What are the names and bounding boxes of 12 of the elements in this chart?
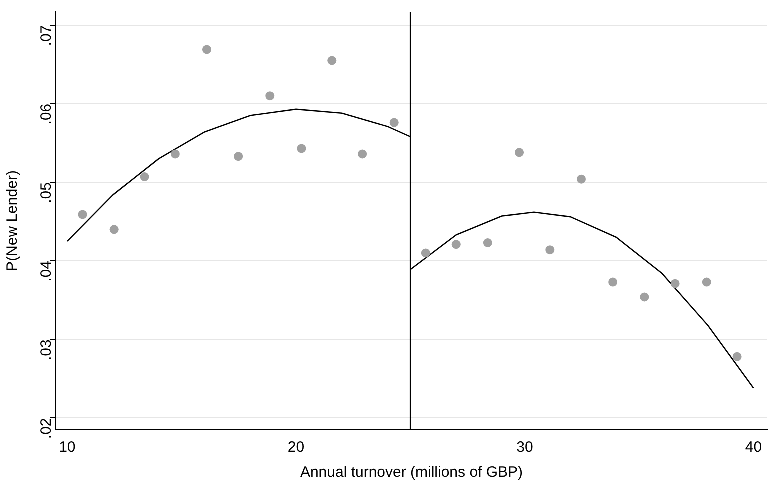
y-tick-label: .06 (38, 104, 56, 125)
y-axis-title: P(New Lender) (4, 170, 22, 272)
y-tick-label: .05 (38, 182, 56, 204)
y-tick-label: .04 (38, 261, 56, 282)
x-tick-label: 40 (745, 439, 762, 456)
y-tick-label: .07 (38, 25, 56, 46)
y-tick-label: .03 (38, 340, 56, 360)
x-tick-label: 20 (288, 439, 305, 456)
y-tick-label: .02 (38, 418, 56, 440)
x-tick-label: 10 (59, 439, 76, 456)
x-tick-label: 30 (516, 439, 534, 456)
x-axis-title: Annual turnover (millions of GBP) (300, 464, 524, 482)
